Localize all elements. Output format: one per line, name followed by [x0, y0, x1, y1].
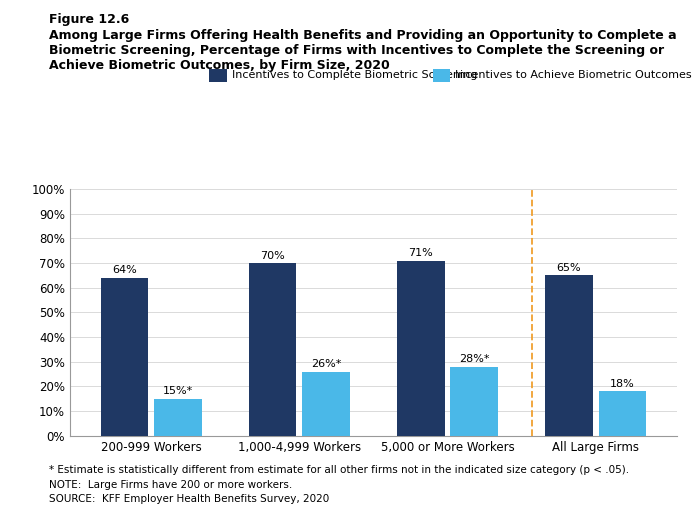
- Text: Among Large Firms Offering Health Benefits and Providing an Opportunity to Compl: Among Large Firms Offering Health Benefi…: [49, 29, 676, 42]
- Bar: [249, 263, 297, 436]
- Text: 65%: 65%: [556, 263, 581, 273]
- Text: 64%: 64%: [112, 265, 137, 275]
- Text: Achieve Biometric Outcomes, by Firm Size, 2020: Achieve Biometric Outcomes, by Firm Size…: [49, 59, 389, 72]
- Text: 70%: 70%: [260, 250, 285, 260]
- Bar: [599, 391, 646, 436]
- Bar: [154, 399, 202, 436]
- Text: 18%: 18%: [610, 379, 634, 389]
- Bar: [545, 275, 593, 436]
- Text: Biometric Screening, Percentage of Firms with Incentives to Complete the Screeni: Biometric Screening, Percentage of Firms…: [49, 44, 664, 57]
- Text: NOTE:  Large Firms have 200 or more workers.: NOTE: Large Firms have 200 or more worke…: [49, 480, 292, 490]
- Text: Incentives to Complete Biometric Screening: Incentives to Complete Biometric Screeni…: [232, 70, 477, 80]
- Text: * Estimate is statistically different from estimate for all other firms not in t: * Estimate is statistically different fr…: [49, 465, 629, 475]
- Text: SOURCE:  KFF Employer Health Benefits Survey, 2020: SOURCE: KFF Employer Health Benefits Sur…: [49, 494, 329, 503]
- Text: 15%*: 15%*: [163, 386, 193, 396]
- Bar: [397, 260, 445, 436]
- Bar: [302, 372, 350, 436]
- Text: 28%*: 28%*: [459, 354, 489, 364]
- Bar: [450, 366, 498, 436]
- Text: Incentives to Achieve Biometric Outcomes: Incentives to Achieve Biometric Outcomes: [455, 70, 692, 80]
- Text: 26%*: 26%*: [311, 359, 341, 369]
- Text: 71%: 71%: [408, 248, 433, 258]
- Bar: [101, 278, 148, 436]
- Text: Figure 12.6: Figure 12.6: [49, 13, 129, 26]
